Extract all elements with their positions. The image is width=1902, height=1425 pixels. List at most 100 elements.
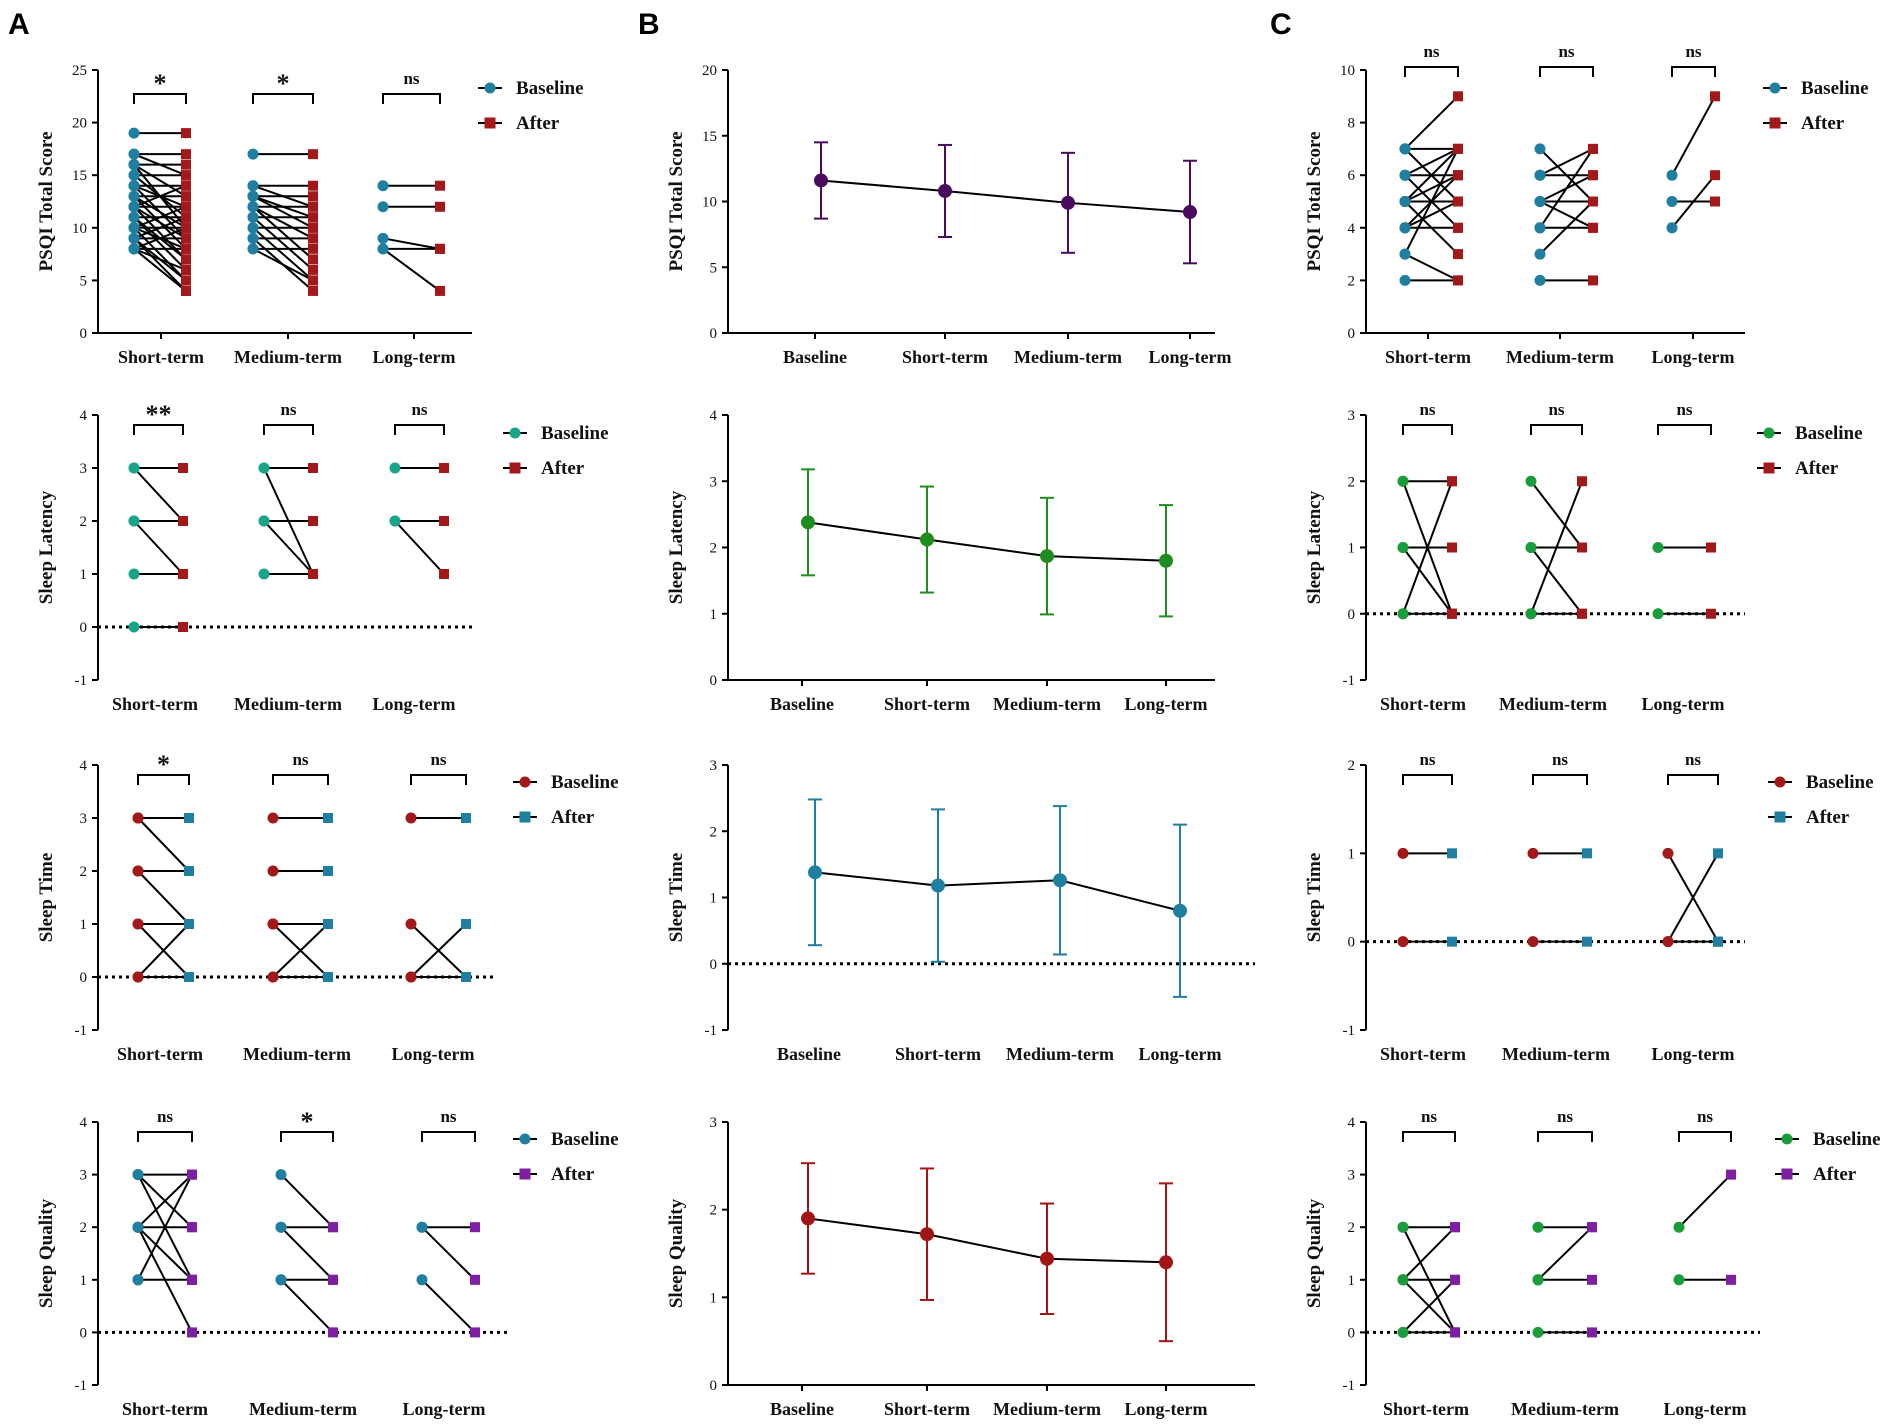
after-point [187, 1327, 197, 1338]
baseline-point [128, 462, 140, 474]
y-tick-label: 3 [80, 461, 88, 477]
pair-group: ** [128, 400, 188, 633]
after-point [187, 1222, 197, 1233]
pair-group: ns [405, 750, 471, 983]
after-point [461, 919, 471, 929]
pair-line [272, 923, 329, 978]
after-point [308, 212, 318, 223]
y-tick-label: 1 [80, 567, 88, 583]
pair-line [137, 1173, 193, 1228]
baseline-point [1397, 847, 1409, 859]
after-point [181, 180, 191, 191]
y-tick-label: 3 [1348, 408, 1356, 424]
after-point [308, 233, 318, 244]
after-point [1587, 1274, 1597, 1285]
after-point [308, 191, 318, 202]
pair-line [252, 227, 314, 282]
after-point [1447, 476, 1457, 487]
baseline-point [132, 1221, 144, 1233]
baseline-point [1397, 608, 1409, 620]
pair-group: ns [389, 400, 449, 579]
after-point [184, 866, 194, 876]
after-point [1453, 91, 1463, 102]
y-axis-label: Sleep Quality [666, 1198, 687, 1308]
chart-a4: -1 0 1 2 3 4 Sleep Quality Short-term Medium-ter… [36, 1107, 619, 1419]
after-point [178, 569, 188, 579]
baseline-point [1532, 1326, 1544, 1338]
legend-baseline-label: Baseline [516, 78, 584, 99]
legend-baseline-label: Baseline [1795, 423, 1863, 444]
y-tick-label: 0 [710, 957, 718, 973]
baseline-point [416, 1221, 428, 1233]
x-category-label: Short-term [902, 347, 988, 367]
pair-group: ns [1666, 42, 1720, 234]
pair-line [1404, 148, 1459, 177]
significance-label: ns [1423, 42, 1439, 61]
y-axis-label: Sleep Time [1304, 853, 1325, 943]
baseline-point [377, 180, 389, 192]
y-tick-label: 2 [1348, 474, 1356, 490]
mean-point [801, 515, 815, 530]
y-tick-label: 20 [72, 116, 87, 132]
significance-bracket [1539, 66, 1594, 77]
y-tick-label: 0 [1348, 935, 1356, 951]
after-point [1453, 275, 1463, 286]
y-tick-label: 0 [80, 620, 88, 636]
after-point [1706, 608, 1716, 619]
y-tick-label: 15 [72, 168, 87, 184]
x-category-label: Medium-term [993, 1399, 1101, 1419]
legend: Baseline After [478, 78, 584, 134]
significance-label: ns [1676, 400, 1692, 419]
pair-line [133, 226, 187, 250]
significance-label: ns [280, 400, 296, 419]
baseline-point [128, 568, 140, 580]
y-axis-label: Sleep Latency [36, 490, 57, 604]
pair-line [1671, 95, 1716, 176]
y-tick-label: 4 [710, 408, 718, 424]
significance-bracket [137, 1131, 193, 1142]
after-point [181, 254, 191, 265]
pair-line [137, 870, 190, 925]
after-point [1447, 542, 1457, 553]
legend-after-label: After [1801, 113, 1845, 134]
after-point [1588, 196, 1598, 207]
after-point [1582, 848, 1592, 859]
baseline-point [377, 201, 389, 213]
chart-b2: 0 1 2 3 4 Sleep Latency Baseline Short-term Medi… [666, 408, 1215, 714]
baseline-point [1397, 936, 1409, 948]
baseline-point [247, 232, 259, 244]
x-category-label: Medium-term [993, 694, 1101, 714]
after-point [1726, 1274, 1736, 1285]
pair-line [1404, 200, 1459, 229]
after-point [435, 201, 445, 212]
y-tick-label: 0 [710, 326, 718, 342]
after-point [1588, 222, 1598, 233]
baseline-point [267, 971, 279, 983]
baseline-point [267, 918, 279, 930]
after-point [328, 1327, 338, 1338]
baseline-point [267, 812, 279, 824]
chart-b1: 0 5 10 15 20 PSQI Total Score Baseline Short-te… [666, 63, 1231, 367]
pair-line [1539, 174, 1594, 203]
significance-bracket [1678, 1131, 1732, 1142]
baseline-point [128, 222, 140, 234]
pair-line [133, 467, 184, 522]
legend-after-label: After [1795, 458, 1839, 479]
significance-label: ns [1419, 750, 1435, 769]
pair-line [137, 1226, 193, 1281]
legend-after-marker [519, 1168, 531, 1180]
pair-line [133, 153, 187, 177]
y-tick-label: 2 [710, 1203, 718, 1219]
after-point [1582, 936, 1592, 947]
y-tick-label: 6 [1348, 168, 1356, 184]
legend-after-marker [1763, 462, 1775, 474]
y-tick-label: 3 [710, 758, 718, 774]
after-point [323, 866, 333, 876]
legend-after-marker [509, 462, 521, 474]
legend-after-marker [1781, 1168, 1793, 1180]
significance-bracket [1402, 1131, 1456, 1142]
x-category-label: Baseline [783, 347, 847, 367]
legend-after-label: After [1806, 807, 1850, 828]
mean-point [931, 878, 945, 893]
y-tick-label: 8 [1348, 116, 1356, 132]
